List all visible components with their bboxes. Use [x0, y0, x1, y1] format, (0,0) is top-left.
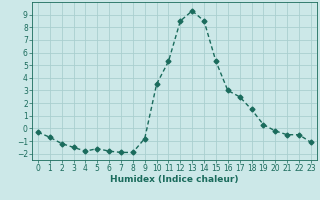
X-axis label: Humidex (Indice chaleur): Humidex (Indice chaleur)	[110, 175, 239, 184]
